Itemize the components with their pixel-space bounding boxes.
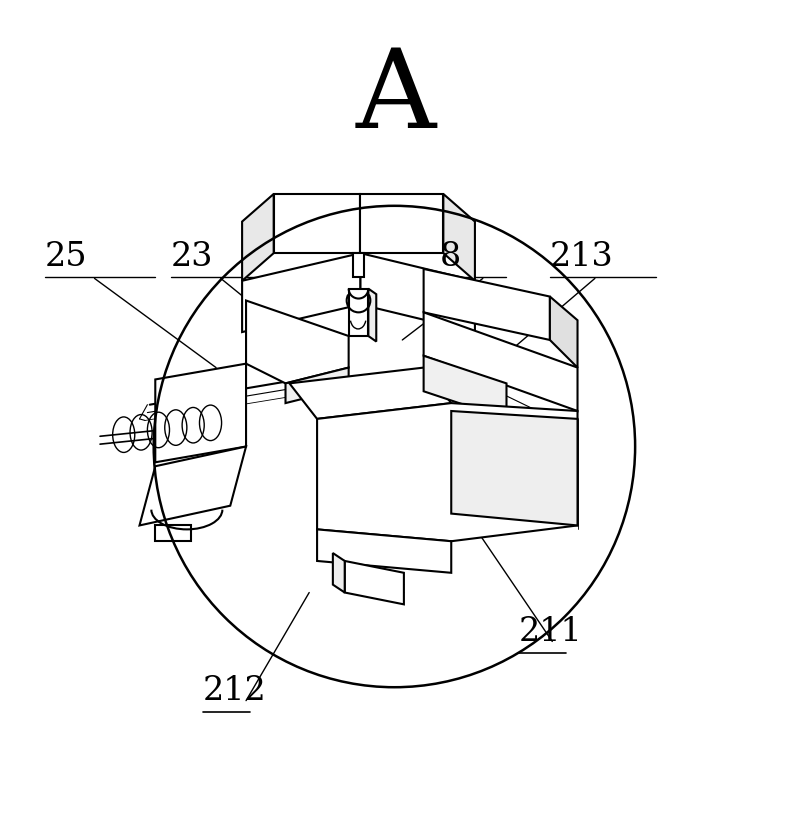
Polygon shape [368, 289, 376, 342]
Polygon shape [345, 561, 404, 604]
Polygon shape [242, 253, 360, 332]
Polygon shape [289, 367, 451, 419]
Polygon shape [550, 297, 577, 367]
Polygon shape [155, 363, 246, 462]
Text: 211: 211 [518, 616, 582, 648]
Polygon shape [451, 411, 577, 525]
Text: 23: 23 [171, 241, 214, 273]
Polygon shape [246, 301, 348, 383]
Text: A: A [356, 44, 436, 151]
Polygon shape [444, 194, 475, 281]
Text: 213: 213 [550, 241, 614, 273]
Polygon shape [317, 529, 451, 573]
Polygon shape [424, 269, 550, 340]
Text: 8: 8 [440, 241, 461, 273]
Polygon shape [274, 194, 360, 253]
Polygon shape [285, 367, 348, 403]
Polygon shape [352, 253, 364, 277]
Polygon shape [242, 194, 274, 281]
Polygon shape [155, 525, 191, 541]
Polygon shape [348, 289, 368, 336]
Polygon shape [139, 446, 246, 525]
Polygon shape [333, 553, 345, 593]
Text: 25: 25 [45, 241, 87, 273]
Polygon shape [360, 253, 475, 332]
Text: 212: 212 [203, 675, 266, 707]
Polygon shape [360, 194, 444, 253]
Polygon shape [424, 356, 507, 419]
Polygon shape [424, 312, 577, 411]
Polygon shape [317, 403, 577, 541]
